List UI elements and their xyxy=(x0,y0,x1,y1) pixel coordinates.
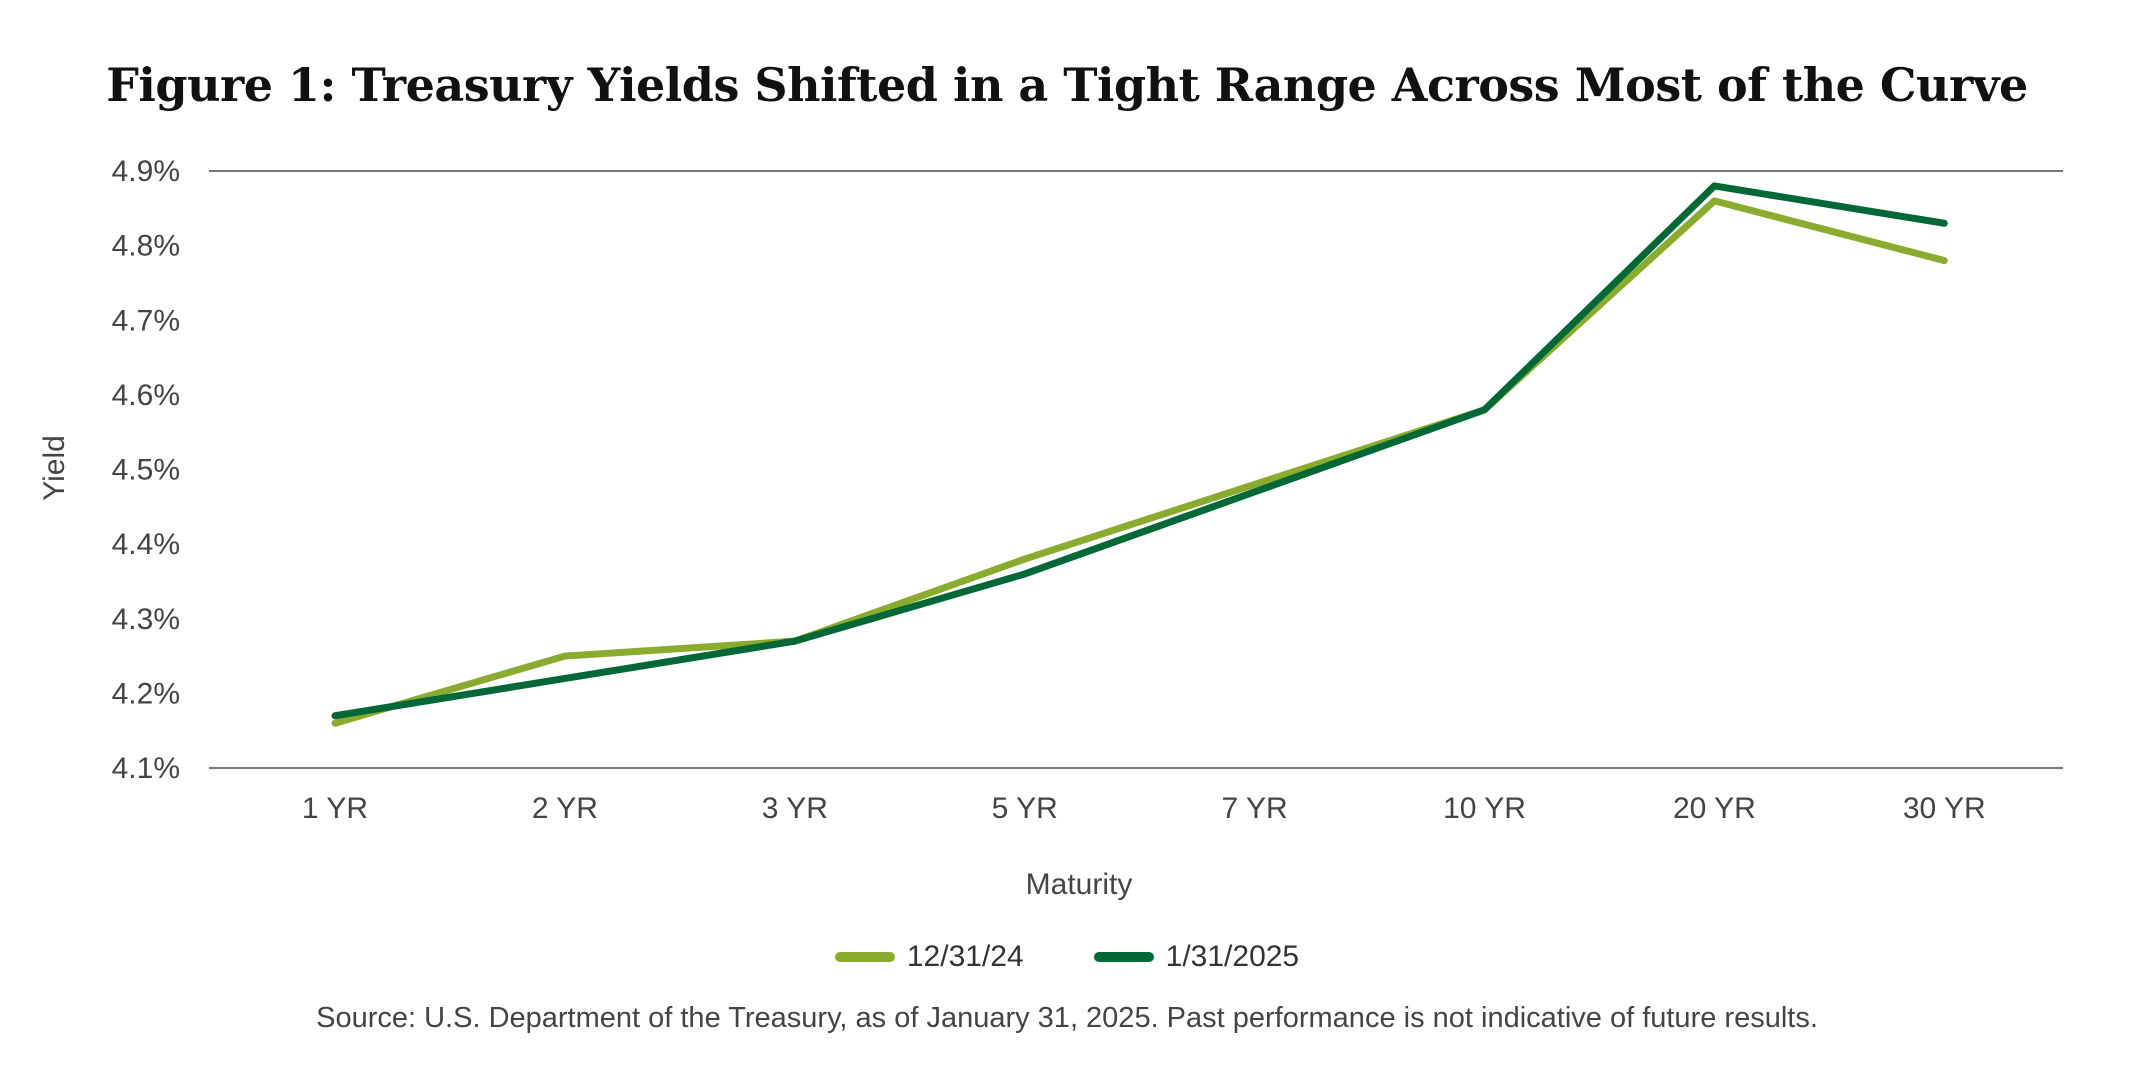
x-tick-label: 30 YR xyxy=(1903,792,1986,825)
series-line-1 xyxy=(331,182,1948,720)
x-tick-label: 1 YR xyxy=(302,792,368,825)
y-tick-label: 4.3% xyxy=(112,603,180,636)
series-line-0 xyxy=(331,197,1948,727)
y-tick-label: 4.2% xyxy=(112,677,180,710)
series-lines xyxy=(331,182,1948,727)
y-tick-label: 4.7% xyxy=(112,304,180,337)
x-tick-label: 7 YR xyxy=(1222,792,1288,825)
x-tick-label: 3 YR xyxy=(762,792,828,825)
legend-swatch xyxy=(1093,952,1154,962)
y-tick-label: 4.6% xyxy=(112,379,180,412)
y-tick-label: 4.8% xyxy=(112,230,180,263)
x-axis-ticks: 1 YR 2 YR 3 YR 5 YR 7 YR 10 YR 20 YR 30 YR xyxy=(302,792,1986,825)
legend: 12/31/24 1/31/2025 xyxy=(0,940,2134,974)
y-axis-ticks: 4.9% 4.8% 4.7% 4.6% 4.5% 4.4% 4.3% 4.2% 4.1% xyxy=(112,155,180,785)
y-tick-label: 4.1% xyxy=(112,752,180,785)
x-tick-label: 20 YR xyxy=(1673,792,1756,825)
source-note: Source: U.S. Department of the Treasury,… xyxy=(316,1002,1818,1034)
legend-swatch xyxy=(834,952,895,962)
y-tick-label: 4.4% xyxy=(112,528,180,561)
legend-label: 1/31/2025 xyxy=(1165,940,1300,973)
chart-title: Figure 1: Treasury Yields Shifted in a T… xyxy=(106,58,2028,112)
x-tick-label: 10 YR xyxy=(1443,792,1526,825)
x-axis-label: Maturity xyxy=(1026,868,1133,901)
x-tick-label: 5 YR xyxy=(992,792,1058,825)
y-axis-label: Yield xyxy=(38,435,71,501)
x-tick-label: 2 YR xyxy=(532,792,598,825)
gridlines xyxy=(209,170,2063,769)
y-tick-label: 4.9% xyxy=(112,155,180,188)
legend-item-12-31-24: 12/31/24 xyxy=(834,940,1024,974)
legend-item-1-31-2025: 1/31/2025 xyxy=(1093,940,1300,974)
legend-label: 12/31/24 xyxy=(906,940,1024,973)
y-tick-label: 4.5% xyxy=(112,454,180,487)
